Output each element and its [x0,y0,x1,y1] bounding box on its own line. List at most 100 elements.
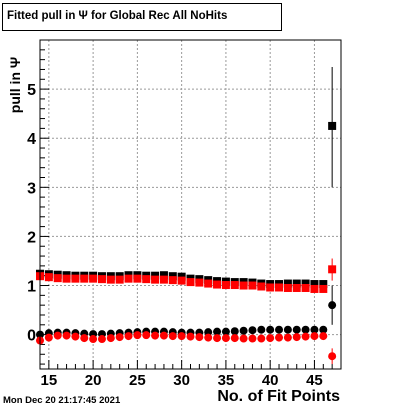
x-tick-label: 45 [306,372,323,389]
data-point-s1 [186,278,195,287]
data-point-s1 [133,274,142,283]
data-point-s1 [89,274,98,283]
data-point-s1 [106,275,115,284]
data-point-s1 [292,283,301,292]
y-axis-label: pull in Ψ [7,56,23,114]
x-tick-label: 35 [218,372,235,389]
data-point-s2 [257,325,266,334]
data-point-s3 [230,334,239,343]
data-point-s1 [195,278,204,287]
data-point-s1 [62,274,71,283]
y-tick-label: 5 [27,82,36,99]
data-point-s0 [310,280,319,289]
data-point-s1 [239,281,248,290]
data-point-s1 [177,276,186,285]
data-point-s3 [248,334,257,343]
data-point-s2 [221,327,230,336]
data-point-s3 [71,332,80,341]
x-tick-label: 20 [85,372,102,389]
x-tick-label: 30 [173,372,190,389]
data-point-s3 [97,335,106,344]
data-point-s3 [310,332,319,341]
y-tick-label: 2 [27,229,36,246]
timestamp: Mon Dec 20 21:17:45 2021 [3,395,121,406]
x-tick-label: 25 [129,372,146,389]
data-point-s3 [53,331,62,340]
data-point-s1 [257,282,266,291]
data-point-s3 [292,333,301,342]
data-point-s0 [301,279,310,288]
outlier-point-3 [328,352,337,361]
data-point-s0 [292,279,301,288]
data-point-s1 [151,275,160,284]
data-point-s3 [266,334,275,343]
data-point-s1 [168,276,177,285]
data-point-s1 [266,283,275,292]
data-point-s3 [239,334,248,343]
data-point-s1 [301,283,310,292]
data-point-s3 [106,334,115,343]
data-point-s1 [124,274,133,283]
plot-area [40,40,341,369]
data-point-s3 [62,331,71,340]
x-axis-label: No. of Fit Points [217,388,340,405]
x-tick-label: 15 [41,372,58,389]
y-tick-label: 0 [27,328,36,345]
data-point-s3 [44,333,53,342]
chart-title: Fitted pull in Ψ for Global Rec All NoHi… [7,10,228,22]
data-point-s1 [44,273,53,282]
data-point-s3 [115,333,124,342]
data-point-s1 [97,275,106,284]
data-point-s3 [151,331,160,340]
data-point-s1 [248,281,257,290]
data-point-s1 [115,275,124,284]
data-point-s2 [266,325,275,334]
data-point-s1 [275,283,284,292]
chart-title-box: Fitted pull in Ψ for Global Rec All NoHi… [2,3,282,31]
data-point-s2 [230,327,239,336]
data-point-s2 [319,325,328,334]
data-point-s3 [319,332,328,341]
x-tick-label: 40 [262,372,279,389]
data-point-s2 [292,325,301,334]
data-point-s3 [257,334,266,343]
data-point-s1 [204,279,213,288]
data-point-s2 [310,325,319,334]
data-point-s3 [177,332,186,341]
data-point-s2 [301,325,310,334]
outlier-point-0 [328,121,337,130]
data-point-s1 [319,284,328,293]
data-point-s3 [124,332,133,341]
y-tick-label: 3 [27,180,36,197]
data-point-s3 [186,332,195,341]
y-tick-label: 1 [27,279,36,296]
data-point-s0 [283,279,292,288]
data-point-s1 [142,275,151,284]
data-point-s3 [159,331,168,340]
data-point-s1 [71,274,80,283]
data-point-s0 [319,280,328,289]
data-point-s2 [283,325,292,334]
data-point-s1 [159,275,168,284]
data-point-s2 [248,326,257,335]
data-point-s2 [213,327,222,336]
data-point-s3 [213,334,222,343]
data-point-s2 [239,326,248,335]
y-tick-label: 4 [27,131,36,148]
data-point-s3 [168,332,177,341]
data-point-s3 [204,333,213,342]
data-point-s3 [221,334,230,343]
plot-frame [39,39,342,370]
outlier-point-2 [328,301,337,310]
outlier-point-1 [328,265,337,274]
data-point-s2 [275,325,284,334]
data-point-s3 [195,333,204,342]
data-point-s0 [159,271,168,280]
data-point-s1 [221,281,230,290]
data-point-s1 [80,274,89,283]
data-point-s3 [301,332,310,341]
data-point-s3 [133,331,142,340]
data-point-s1 [283,283,292,292]
data-point-s1 [230,281,239,290]
